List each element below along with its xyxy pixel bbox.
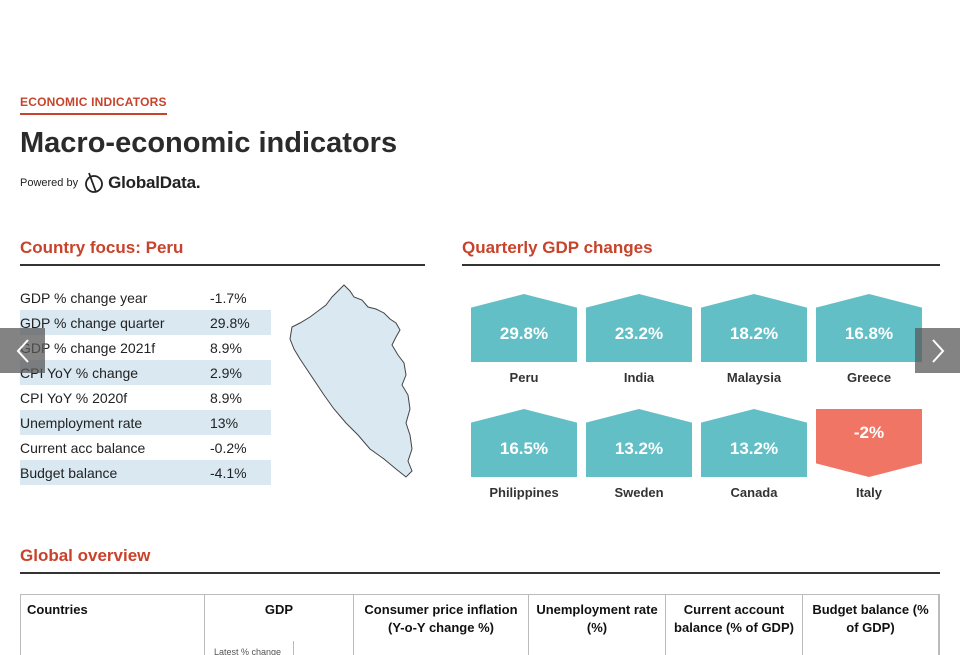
indicator-value: -0.2%: [210, 439, 247, 456]
column-header-unemployment[interactable]: Unemployment rate (%): [529, 595, 666, 655]
gdp-value: -2%: [853, 423, 885, 442]
gdp-tile[interactable]: 13.2% Canada: [701, 409, 807, 500]
gdp-subheader-divider: [293, 641, 294, 655]
table-row: GDP % change quarter 29.8%: [20, 310, 271, 335]
gdp-tile[interactable]: 29.8% Peru: [471, 294, 577, 385]
indicator-value: 8.9%: [210, 339, 242, 356]
table-row: Current acc balance -0.2%: [20, 435, 271, 460]
indicator-value: 29.8%: [210, 310, 271, 335]
gdp-down-shape: -2%: [816, 409, 922, 477]
gdp-country: Peru: [509, 370, 539, 385]
gdp-country: Canada: [730, 485, 778, 500]
column-header-cpi[interactable]: Consumer price inflation (Y-o-Y change %…: [354, 595, 529, 655]
chevron-left-icon: [16, 338, 29, 363]
gdp-up-shape: 29.8%: [471, 294, 577, 362]
gdp-value: 16.8%: [844, 324, 894, 343]
section-tag: ECONOMIC INDICATORS: [20, 95, 167, 115]
column-header-budget-balance[interactable]: Budget balance (% of GDP): [803, 595, 939, 655]
table-row: Unemployment rate 13%: [20, 410, 271, 435]
column-header-gdp[interactable]: GDP: [205, 595, 354, 655]
globaldata-logo-text: GlobalData.: [108, 173, 201, 192]
gdp-up-shape: 18.2%: [701, 294, 807, 362]
page-title: Macro-economic indicators: [20, 127, 398, 159]
indicator-value: 2.9%: [210, 360, 271, 385]
country-focus-title: Country focus: Peru: [20, 238, 425, 266]
gdp-value: 13.2%: [729, 439, 779, 458]
globaldata-logo[interactable]: GlobalData.: [84, 172, 201, 194]
indicator-value: -1.7%: [210, 289, 247, 306]
indicator-value: 8.9%: [210, 389, 242, 406]
gdp-country: Italy: [855, 485, 882, 500]
gdp-up-shape: 16.8%: [816, 294, 922, 362]
gdp-country: Philippines: [489, 485, 559, 500]
gdp-value: 23.2%: [614, 324, 664, 343]
table-row: GDP % change 2021f 8.9%: [20, 335, 271, 360]
gdp-value: 13.2%: [614, 439, 664, 458]
gdp-tile[interactable]: 18.2% Malaysia: [701, 294, 807, 385]
previous-button[interactable]: [0, 328, 45, 373]
indicator-label: GDP % change 2021f: [20, 339, 156, 356]
powered-by: Powered by GlobalData.: [20, 172, 201, 194]
global-overview-title: Global overview: [20, 546, 940, 574]
gdp-up-shape: 23.2%: [586, 294, 692, 362]
gdp-tile[interactable]: 13.2% Sweden: [586, 409, 692, 500]
powered-by-label: Powered by: [20, 177, 79, 189]
indicator-value: 13%: [210, 410, 271, 435]
table-row: CPI YoY % change 2.9%: [20, 360, 271, 385]
gdp-tile[interactable]: 16.5% Philippines: [471, 409, 577, 500]
indicator-label: Current acc balance: [20, 439, 146, 456]
gdp-tile[interactable]: 16.8% Greece: [816, 294, 922, 385]
indicator-label: CPI YoY % 2020f: [20, 389, 128, 406]
column-header-countries[interactable]: Countries: [21, 595, 205, 655]
gdp-country: Malaysia: [726, 370, 782, 385]
table-row: Budget balance -4.1%: [20, 460, 271, 485]
table-row: GDP % change year -1.7%: [20, 285, 271, 310]
table-row: CPI YoY % 2020f 8.9%: [20, 385, 271, 410]
gdp-value: 29.8%: [499, 324, 549, 343]
column-header-current-account[interactable]: Current account balance (% of GDP): [666, 595, 803, 655]
quarterly-gdp-title: Quarterly GDP changes: [462, 238, 940, 266]
gdp-up-shape: 13.2%: [586, 409, 692, 477]
indicator-table: GDP % change year -1.7% GDP % change quar…: [20, 285, 271, 485]
indicator-label: GDP % change quarter: [20, 310, 210, 335]
gdp-value: 16.5%: [499, 439, 549, 458]
column-header-gdp-label: GDP: [264, 602, 294, 617]
indicator-label: Unemployment rate: [20, 410, 210, 435]
peru-map-icon: [289, 284, 413, 478]
gdp-up-shape: 13.2%: [701, 409, 807, 477]
indicator-label: GDP % change year: [20, 289, 148, 306]
gdp-country: Greece: [846, 370, 892, 385]
indicator-label: Budget balance: [20, 460, 210, 485]
gdp-country: Sweden: [614, 485, 664, 500]
gdp-up-shape: 16.5%: [471, 409, 577, 477]
indicator-label: CPI YoY % change: [20, 360, 210, 385]
gdp-subheader: Latest % change: [214, 647, 282, 655]
gdp-country: India: [623, 370, 655, 385]
global-overview-table: Countries GDP Consumer price inflation (…: [20, 594, 940, 655]
globaldata-logo-icon: [85, 172, 103, 193]
next-button[interactable]: [915, 328, 960, 373]
indicator-value: -4.1%: [210, 460, 271, 485]
chevron-right-icon: [931, 338, 944, 363]
gdp-value: 18.2%: [729, 324, 779, 343]
gdp-tile[interactable]: 23.2% India: [586, 294, 692, 385]
gdp-tile[interactable]: -2% Italy: [816, 409, 922, 500]
